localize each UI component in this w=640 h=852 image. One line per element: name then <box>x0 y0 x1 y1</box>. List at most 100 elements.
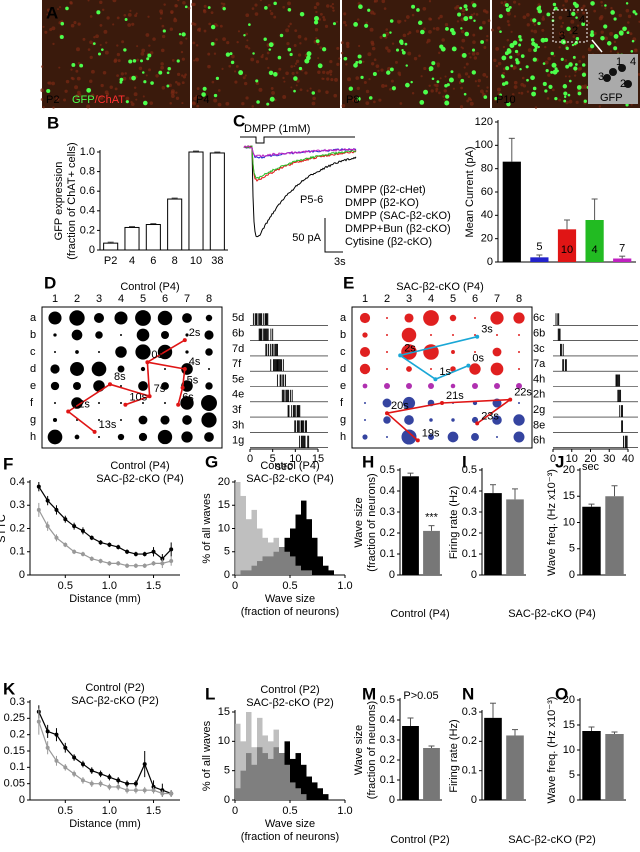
wave-node <box>440 401 444 405</box>
point <box>72 755 77 760</box>
neuron <box>48 311 62 325</box>
gfp-cell <box>147 53 152 58</box>
chat-cell <box>371 46 376 51</box>
neuron <box>359 363 371 375</box>
y-tick-label: 5 <box>569 769 575 781</box>
bar <box>605 734 624 800</box>
chat-cell <box>131 22 135 26</box>
gfp-cell <box>590 1 595 6</box>
neuron <box>50 364 60 374</box>
column-label: 1 <box>362 293 368 305</box>
chat-cell <box>490 28 494 32</box>
chat-cell <box>355 76 360 80</box>
chat-cell <box>558 31 563 36</box>
gfp-cell <box>293 76 298 81</box>
column-label: 6 <box>162 293 168 305</box>
x-tick-label: 30 <box>603 453 615 465</box>
gfp-cell <box>600 35 605 41</box>
chat-cell <box>285 71 289 76</box>
chat-cell <box>237 30 241 33</box>
column-label: 4 <box>428 293 434 305</box>
histogram-bar <box>295 565 301 575</box>
gfp-cell <box>389 67 394 72</box>
gfp-cell <box>505 66 510 71</box>
bar <box>613 258 632 262</box>
neuron <box>513 414 525 426</box>
gfp-cell <box>518 34 522 39</box>
chat-cell <box>116 74 119 78</box>
chat-cell <box>415 29 420 33</box>
chat-cell <box>207 64 211 69</box>
chat-cell <box>196 104 200 108</box>
chat-cell <box>133 92 138 97</box>
gfp-cell <box>471 48 476 52</box>
point <box>36 484 41 489</box>
chat-cell <box>211 80 215 84</box>
gfp-cell <box>119 77 124 82</box>
chat-cell <box>338 57 341 60</box>
point <box>142 762 147 767</box>
gfp-cell <box>576 85 582 90</box>
chat-cell <box>121 40 125 44</box>
y-tick-label: 0.1 <box>380 548 395 560</box>
y-tick-label: 20 <box>481 233 493 245</box>
y-tick-label: 0.2 <box>10 522 25 534</box>
gfp-cell <box>498 14 503 19</box>
gfp-cell <box>533 48 537 53</box>
gfp-cell <box>473 19 476 22</box>
neuron <box>117 433 125 441</box>
chat-cell <box>267 3 271 7</box>
gfp-cell <box>131 75 136 81</box>
neuron <box>205 382 213 390</box>
point <box>116 784 121 789</box>
neuron <box>140 366 146 372</box>
gfp-cell <box>277 55 282 60</box>
gfp-cell <box>428 68 432 72</box>
chat-cell <box>593 31 597 35</box>
chat-cell <box>63 98 67 102</box>
gfp-cell <box>140 59 144 63</box>
chat-cell <box>469 101 474 106</box>
gfp-cell <box>391 86 396 91</box>
chat-cell <box>609 31 614 36</box>
bar <box>402 726 419 800</box>
chat-cell <box>246 39 249 42</box>
gfp-cell <box>46 88 51 94</box>
chat-cell <box>76 47 80 52</box>
group-label: Control (P2) <box>390 834 449 846</box>
neuron <box>401 344 417 360</box>
gfp-cell <box>353 63 358 68</box>
chat-cell <box>304 71 308 75</box>
chat-cell <box>341 104 346 108</box>
gfp-cell <box>603 24 608 29</box>
y-tick-label: 10 <box>563 516 575 528</box>
gfp-cell <box>550 51 554 56</box>
chat-cell <box>159 17 162 20</box>
time-label: 23s <box>481 410 499 422</box>
chat-cell <box>245 32 249 36</box>
point <box>107 542 112 547</box>
chat-cell <box>148 68 151 72</box>
neuron <box>513 431 525 443</box>
chat-cell <box>295 71 299 75</box>
neuron <box>138 432 148 442</box>
chat-cell <box>311 101 316 106</box>
gfp-cell <box>439 44 444 49</box>
panel-label: H <box>362 452 374 471</box>
x-tick-label: 8 <box>172 255 178 267</box>
neuron <box>47 429 63 445</box>
chat-cell <box>105 41 108 44</box>
chat-cell <box>87 48 91 51</box>
histogram-bar <box>279 753 285 800</box>
gfp-cell <box>501 55 507 61</box>
histogram-bar <box>273 537 279 575</box>
wave-path <box>125 395 150 406</box>
histogram-bar <box>295 788 301 800</box>
gfp-cell <box>551 62 557 68</box>
neuron <box>516 383 522 389</box>
y-tick-label: 0.2 <box>462 527 477 539</box>
gfp-cell <box>299 11 305 17</box>
chat-cell <box>544 60 549 65</box>
gfp-cell <box>210 42 215 46</box>
chat-cell <box>464 72 469 76</box>
